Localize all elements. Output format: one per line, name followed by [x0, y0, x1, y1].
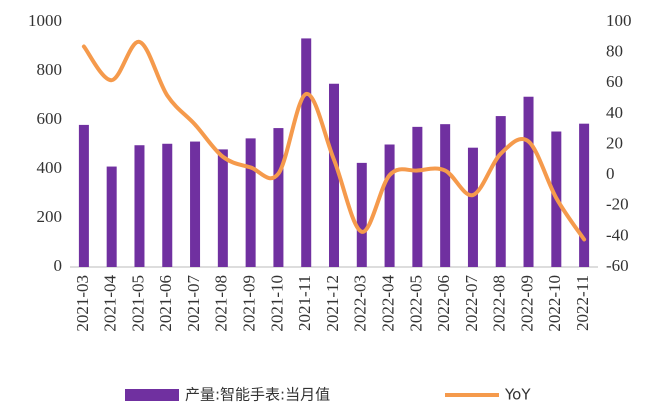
x-tick-label: 2022-05 — [406, 275, 425, 332]
bar — [328, 83, 340, 268]
bar — [412, 126, 423, 267]
bar — [245, 138, 256, 267]
bar — [78, 124, 89, 268]
y2-tick-label: 100 — [606, 11, 632, 30]
y-tick-label: 400 — [37, 158, 63, 177]
x-tick-label: 2021-10 — [267, 275, 286, 332]
x-tick-label: 2021-11 — [295, 275, 314, 331]
bar — [467, 147, 478, 267]
y2-tick-label: -40 — [606, 225, 629, 244]
bar — [217, 149, 228, 267]
bar — [106, 166, 117, 267]
bar — [301, 38, 312, 267]
x-tick-label: 2022-08 — [490, 275, 509, 332]
x-tick-label: 2021-03 — [73, 275, 92, 332]
bar — [190, 141, 201, 267]
y2-tick-label: 60 — [606, 72, 623, 91]
bar — [273, 128, 284, 267]
x-tick-label: 2021-06 — [156, 275, 175, 332]
x-tick-label: 2022-09 — [517, 275, 536, 332]
x-tick-label: 2022-04 — [378, 275, 397, 332]
bar — [384, 144, 395, 267]
y-tick-label: 600 — [37, 109, 63, 128]
x-tick-label: 2021-08 — [212, 275, 231, 332]
y-tick-label: 200 — [37, 207, 63, 226]
x-tick-label: 2021-04 — [101, 275, 120, 332]
y-tick-label: 1000 — [28, 11, 62, 30]
x-tick-label: 2021-05 — [128, 275, 147, 332]
y2-tick-label: -20 — [606, 195, 629, 214]
bar — [523, 96, 534, 267]
x-tick-label: 2021-09 — [240, 275, 259, 332]
y2-tick-label: 0 — [606, 164, 615, 183]
x-tick-label: 2021-07 — [184, 275, 203, 332]
x-tick-label: 2022-06 — [434, 275, 453, 332]
legend-label: 产量:智能手表:当月值 — [185, 386, 330, 404]
y2-tick-label: 20 — [606, 133, 623, 152]
y2-tick-label: -60 — [606, 256, 629, 275]
bar — [134, 145, 145, 267]
bar — [162, 143, 173, 267]
x-tick-label: 2021-12 — [323, 275, 342, 332]
line — [81, 39, 587, 242]
bar — [356, 162, 367, 267]
y-tick-label: 0 — [54, 256, 63, 275]
x-tick-label: 2022-11 — [573, 275, 592, 331]
y2-tick-label: 80 — [606, 42, 623, 61]
y-tick-label: 800 — [37, 60, 63, 79]
x-tick-label: 2022-03 — [351, 275, 370, 332]
x-tick-label: 2022-10 — [545, 275, 564, 332]
legend-label: YoY — [504, 386, 531, 404]
y2-tick-label: 40 — [606, 103, 623, 122]
legend-swatch — [125, 389, 179, 401]
x-tick-label: 2022-07 — [462, 275, 481, 332]
bar — [579, 123, 590, 267]
bar — [495, 116, 506, 267]
bar — [440, 124, 451, 267]
